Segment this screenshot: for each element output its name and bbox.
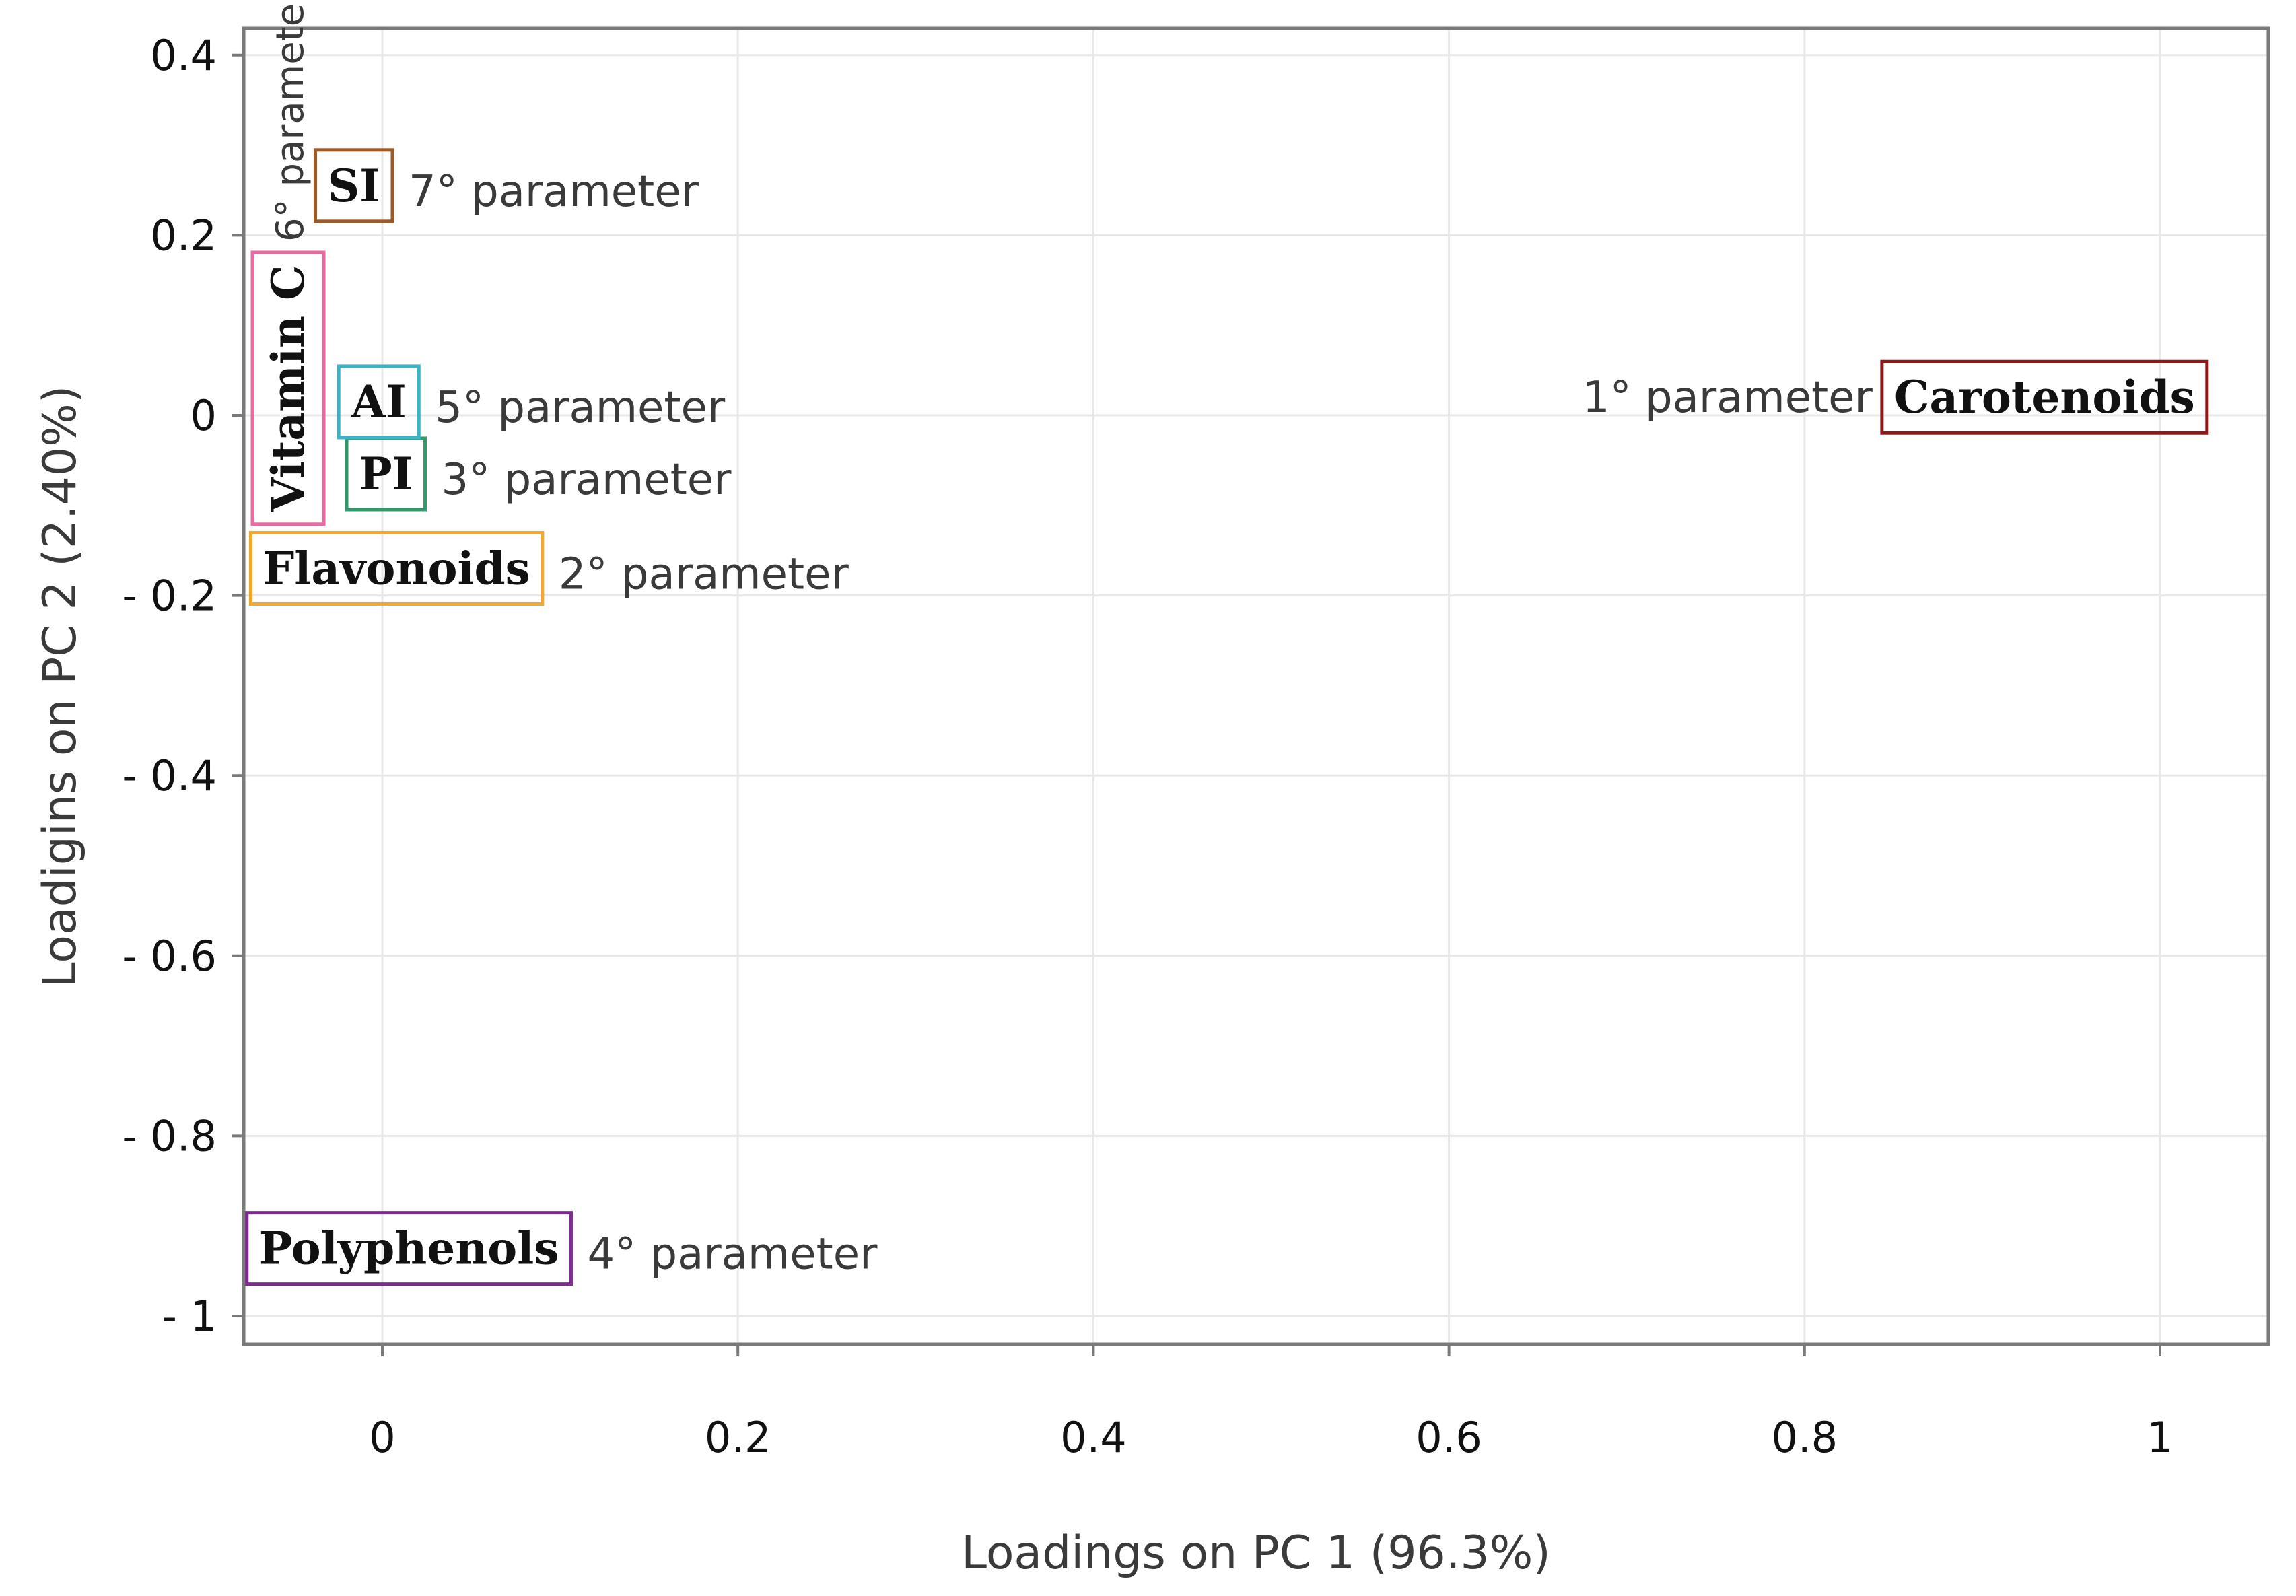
label-box (337, 364, 421, 440)
rank-label: 2° parameter (559, 549, 849, 599)
point-si: SI 7° parameter (313, 148, 699, 223)
rank-label: 6° parameter (269, 0, 312, 242)
x-tick-label: 0 (369, 1413, 395, 1462)
y-tick-label: 0 (190, 391, 217, 440)
rank-label: 1° parameter (1582, 373, 1873, 423)
variable-label: PI (359, 448, 413, 500)
y-tick-label: - 1 (162, 1292, 217, 1341)
point-ai: AI 5° parameter (337, 364, 726, 440)
label-box (248, 530, 545, 606)
gridlines (244, 28, 2268, 1344)
label-box (313, 148, 394, 223)
x-tick-label: 0.4 (1060, 1413, 1127, 1462)
plot-frame (242, 26, 2270, 1346)
x-tick-label: 1 (2147, 1413, 2173, 1462)
y-tick-label: - 0.8 (122, 1111, 217, 1160)
y-tick-label: - 0.4 (122, 751, 217, 800)
rank-label: 7° parameter (409, 167, 699, 217)
point-carotenoids: Carotenoids 1° parameter (1582, 359, 2209, 435)
variable-label: Flavonoids (263, 542, 530, 594)
variable-label: SI (327, 160, 380, 212)
y-tick-label: 0.2 (150, 211, 217, 260)
y-tick-label: - 0.2 (122, 571, 217, 621)
x-tick-label: 0.8 (1771, 1413, 1838, 1462)
label-box (1880, 359, 2209, 435)
point-pi: PI 3° parameter (345, 436, 732, 512)
label-box (250, 250, 326, 526)
y-axis-title: Loadigins on PC 2 (2.40%) (34, 386, 87, 988)
point-vitamin-c: Vitamin C 6° parameter (250, 0, 326, 526)
variable-label: Vitamin C (262, 265, 314, 512)
variable-label: AI (351, 376, 407, 428)
x-axis: 0 0.2 0.4 0.6 0.8 1 (369, 1344, 2173, 1462)
x-tick-label: 0.2 (705, 1413, 771, 1462)
x-axis-title: Loadings on PC 1 (96.3%) (961, 1527, 1551, 1580)
point-polyphenols: Polyphenols 4° parameter (245, 1211, 878, 1286)
variable-label: Carotenoids (1894, 371, 2195, 423)
rank-label: 4° parameter (587, 1230, 878, 1280)
rank-label: 5° parameter (435, 383, 726, 433)
label-box (245, 1211, 573, 1286)
x-tick-label: 0.6 (1416, 1413, 1482, 1462)
y-tick-label: 0.4 (150, 31, 217, 80)
loading-points: Carotenoids 1° parameter Flavonoids 2° para… (245, 0, 2209, 1286)
variable-label: Polyphenols (259, 1222, 559, 1275)
y-axis: 0.4 0.2 0 - 0.2 - 0.4 - 0.6 - 0.8 - 1 (122, 31, 244, 1341)
point-flavonoids: Flavonoids 2° parameter (248, 530, 849, 606)
rank-label: 3° parameter (442, 455, 732, 505)
y-tick-label: - 0.6 (122, 932, 217, 981)
